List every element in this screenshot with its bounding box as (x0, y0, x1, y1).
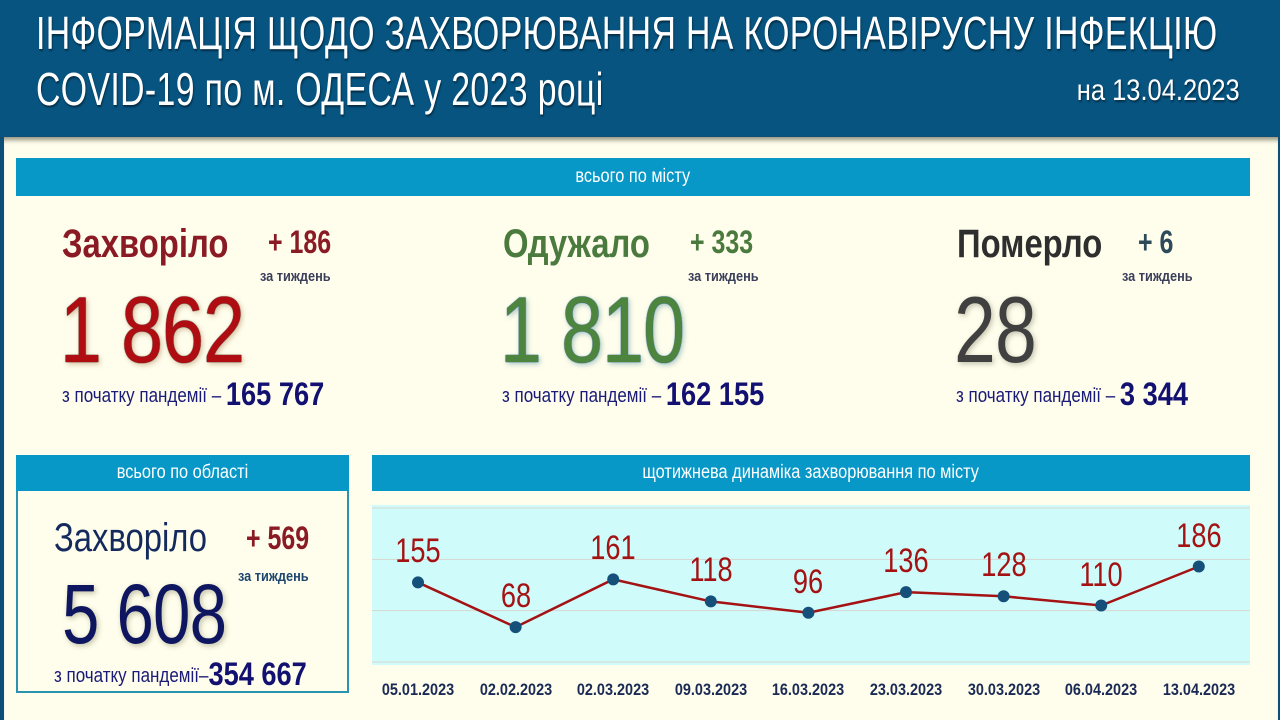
region-infected-since-value: 354 667 (208, 656, 307, 692)
x-axis-tick-label: 23.03.2023 (869, 680, 943, 699)
region-infected-since-label: з початку пандемії– (54, 665, 209, 687)
city-died-delta: + 6 (1138, 224, 1174, 260)
city-recovered-since-label: з початку пандемії – (502, 385, 662, 407)
city-infected-value: 1 862 (60, 277, 245, 382)
city-recovered-value: 1 810 (500, 277, 685, 382)
page-title-line-1: ІНФОРМАЦІЯ ЩОДО ЗАХВОРЮВАННЯ НА КОРОНАВІ… (36, 7, 1218, 59)
data-value-label: 118 (689, 551, 733, 590)
data-value-label: 110 (1079, 555, 1123, 594)
x-axis-tick-label: 02.03.2023 (577, 680, 650, 699)
city-recovered-since: з початку пандемії – 162 155 (502, 376, 764, 413)
x-axis-tick-label: 30.03.2023 (967, 680, 1040, 699)
data-value-label: 161 (590, 529, 636, 568)
region-section-title: всього по області (116, 462, 249, 483)
x-axis-tick-label: 13.04.2023 (1162, 680, 1235, 699)
city-died-label: Померло (957, 222, 1103, 266)
data-value-label: 155 (395, 532, 441, 571)
city-infected-label: Захворіло (62, 222, 229, 266)
city-died-since-value: 3 344 (1119, 376, 1188, 412)
data-value-label: 128 (980, 546, 1027, 585)
city-section-header: всього по місту (16, 158, 1250, 196)
city-section-title: всього по місту (575, 166, 691, 187)
region-section-header: всього по області (16, 455, 349, 491)
region-infected-label: Захворіло (54, 516, 208, 560)
city-infected-since-value: 165 767 (225, 376, 325, 412)
data-value-label: 96 (793, 562, 824, 601)
x-axis-tick-label: 05.01.2023 (381, 680, 455, 699)
city-infected-per-week: за тиждень (260, 268, 331, 285)
data-value-label: 136 (883, 542, 929, 581)
region-infected-delta: + 569 (246, 520, 310, 556)
x-axis-tick-label: 09.03.2023 (674, 680, 747, 699)
city-died-per-week: за тиждень (1122, 268, 1193, 285)
header-banner: ІНФОРМАЦІЯ ЩОДО ЗАХВОРЮВАННЯ НА КОРОНАВІ… (0, 0, 1280, 136)
city-infected-since: з початку пандемії – 165 767 (62, 376, 324, 413)
region-infected-value: 5 608 (62, 567, 227, 661)
data-value-label: 68 (500, 577, 531, 616)
chart-title: щотижнева динаміка захворювання по місту (642, 462, 980, 483)
city-recovered-per-week: за тиждень (688, 268, 759, 285)
x-axis-tick-label: 02.02.2023 (479, 680, 552, 699)
page-title-line-2: COVID-19 по м. ОДЕСА у 2023 році (36, 63, 604, 115)
city-died-value: 28 (954, 277, 1037, 382)
city-recovered-delta: + 333 (690, 224, 754, 260)
city-died-since: з початку пандемії – 3 344 (956, 376, 1188, 413)
city-recovered-since-value: 162 155 (665, 376, 765, 412)
region-infected-since: з початку пандемії–354 667 (54, 656, 307, 693)
city-infected-delta: + 186 (268, 224, 332, 260)
chart-section-header: щотижнева динаміка захворювання по місту (372, 455, 1250, 491)
x-axis-tick-label: 06.04.2023 (1065, 680, 1138, 699)
city-died-since-label: з початку пандемії – (956, 385, 1116, 407)
report-date: на 13.04.2023 (1077, 74, 1240, 107)
region-infected-per-week: за тиждень (238, 568, 309, 585)
city-recovered-label: Одужало (503, 222, 650, 266)
x-axis-tick-label: 16.03.2023 (772, 680, 845, 699)
city-infected-since-label: з початку пандемії – (62, 385, 222, 407)
data-value-label: 186 (1176, 516, 1222, 555)
